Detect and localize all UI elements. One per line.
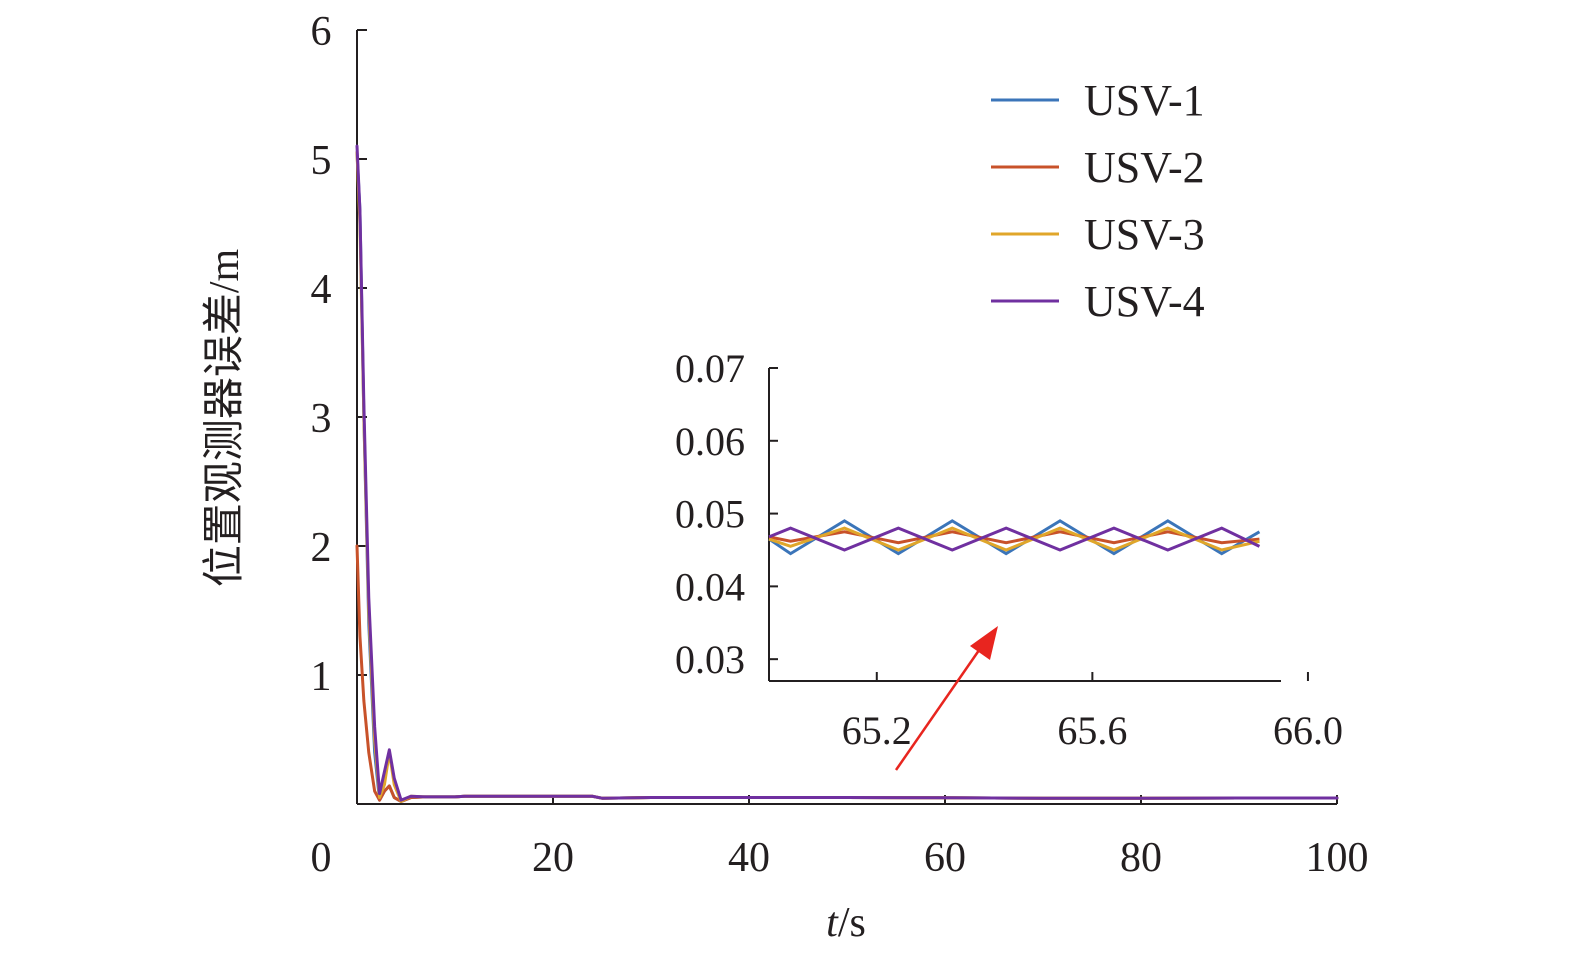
main-y-tick-label: 2 (311, 525, 332, 571)
inset-y-tick-label: 0.03 (675, 637, 745, 682)
main-x-axis-label: t/s (826, 900, 866, 946)
main-x-tick-label: 20 (532, 835, 574, 881)
main-y-tick-label: 5 (311, 138, 332, 184)
main-x-axis-label-unit: /s (838, 900, 866, 946)
main-x-tick-label: 100 (1306, 835, 1369, 881)
inset-y-tick-label: 0.07 (675, 346, 745, 391)
legend-label: USV-2 (1084, 143, 1205, 192)
main-x-axis-label-var: t (826, 900, 839, 946)
main-y-tick-label: 6 (311, 9, 332, 55)
inset-x-ticks: 65.2 65.6 66.0 (842, 672, 1343, 753)
legend-label: USV-4 (1084, 277, 1205, 326)
main-x-origin-label: 0 (311, 835, 332, 881)
main-y-tick-label: 4 (311, 267, 332, 313)
inset-y-ticks: 0.03 0.04 0.05 0.06 0.07 (675, 346, 778, 682)
inset-y-tick-label: 0.06 (675, 419, 745, 464)
inset-x-tick-label: 65.6 (1057, 708, 1127, 753)
main-x-tick-label: 80 (1120, 835, 1162, 881)
main-x-ticks: 20 40 60 80 100 (532, 795, 1369, 881)
main-series-group (355, 144, 1339, 803)
inset-series-group (768, 519, 1261, 556)
main-x-tick-label: 60 (924, 835, 966, 881)
legend-label: USV-1 (1084, 76, 1205, 125)
annotation-arrow (894, 626, 998, 771)
main-y-ticks: 1 2 3 4 5 6 (311, 9, 367, 700)
series-line-usv-2 (355, 544, 1339, 803)
main-y-tick-label: 1 (311, 654, 332, 700)
inset-y-tick-label: 0.05 (675, 492, 745, 537)
inset-x-tick-label: 66.0 (1273, 708, 1343, 753)
inset-series-line-usv-4 (768, 526, 1261, 552)
inset-y-tick-label: 0.04 (675, 564, 745, 609)
legend: USV-1 USV-2 USV-3 USV-4 (991, 76, 1205, 326)
arrow-shaft (894, 642, 986, 771)
inset-x-tick-label: 65.2 (842, 708, 912, 753)
main-y-tick-label: 3 (311, 396, 332, 442)
inset-series-line-usv-3 (768, 526, 1260, 552)
main-x-tick-label: 40 (728, 835, 770, 881)
main-y-axis-label: 位置观测器误差/m (201, 249, 248, 588)
main-axes: 1 2 3 4 5 6 20 40 60 80 100 0 (311, 9, 1369, 881)
inset-plot: 0.03 0.04 0.05 0.06 0.07 65.2 65.6 66.0 (675, 346, 1343, 753)
series-line-usv-4 (355, 144, 1339, 802)
legend-label: USV-3 (1084, 210, 1205, 259)
arrow-head (970, 626, 998, 660)
inset-series-line-usv-1 (768, 519, 1261, 556)
